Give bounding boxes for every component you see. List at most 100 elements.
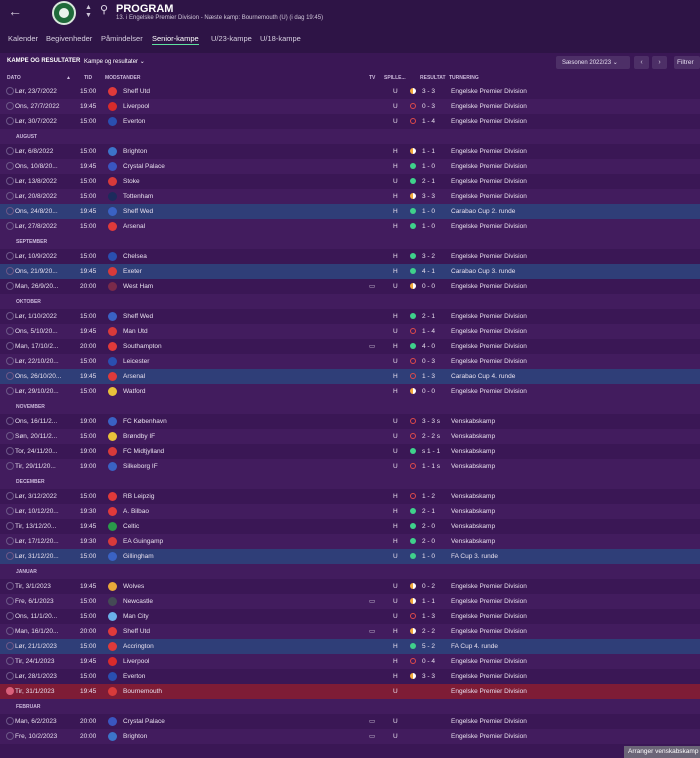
select-circle-icon[interactable] — [6, 252, 14, 260]
select-circle-icon[interactable] — [6, 552, 14, 560]
competition-link[interactable]: FA Cup 4. runde — [451, 643, 498, 650]
opponent-link[interactable]: EA Guingamp — [123, 538, 164, 545]
fixture-date[interactable]: Ons, 16/11/2... — [15, 418, 58, 425]
opponent-link[interactable]: Sheff Wed — [123, 313, 154, 320]
competition-link[interactable]: Engelske Premier Division — [451, 613, 527, 620]
opponent-link[interactable]: Everton — [123, 673, 146, 680]
fixture-date[interactable]: Lør, 17/12/20... — [15, 538, 59, 545]
fixture-date[interactable]: Lør, 29/10/20... — [15, 388, 59, 395]
fixture-row[interactable]: Ons, 10/8/20... 19:45 Crystal Palace H 1 - 0… — [0, 159, 700, 174]
fixture-date[interactable]: Tir, 31/1/2023 — [15, 688, 55, 695]
select-circle-icon[interactable] — [6, 612, 14, 620]
fixture-row[interactable]: Lør, 13/8/2022 15:00 Stoke U 2 - 1 Engelske P… — [0, 174, 700, 189]
fixture-row[interactable]: Lør, 23/7/2022 15:00 Sheff Utd U 3 - 3 Engels… — [0, 84, 700, 99]
opponent-link[interactable]: A. Bilbao — [123, 508, 150, 515]
fixture-date[interactable]: Man, 26/9/20... — [15, 283, 59, 290]
fixture-row[interactable]: Lør, 21/1/2023 15:00 Accrington H 5 - 2 FA Cu… — [0, 639, 700, 654]
select-circle-icon[interactable] — [6, 672, 14, 680]
competition-link[interactable]: Engelske Premier Division — [451, 193, 527, 200]
score-link[interactable]: 2 - 2 — [422, 628, 436, 635]
select-circle-icon[interactable] — [6, 582, 14, 590]
opponent-link[interactable]: Sheff Wed — [123, 208, 154, 215]
select-circle-icon[interactable] — [6, 177, 14, 185]
competition-link[interactable]: Engelske Premier Division — [451, 313, 527, 320]
score-link[interactable]: 1 - 4 — [422, 118, 436, 125]
competition-link[interactable]: Venskabskamp — [451, 433, 496, 440]
fixture-row[interactable]: Lør, 10/9/2022 15:00 Chelsea H 3 - 2 Engelske… — [0, 249, 700, 264]
score-link[interactable]: 0 - 0 — [422, 388, 436, 395]
opponent-link[interactable]: Gillingham — [123, 553, 154, 560]
opponent-link[interactable]: Tottenham — [123, 193, 154, 200]
select-circle-icon[interactable] — [6, 447, 14, 455]
fixture-row[interactable]: Ons, 24/8/20... 19:45 Sheff Wed H 1 - 0 Carab… — [0, 204, 700, 219]
score-link[interactable]: 1 - 2 — [422, 493, 436, 500]
fixture-date[interactable]: Fre, 10/2/2023 — [15, 733, 58, 740]
opponent-link[interactable]: Liverpool — [123, 103, 150, 110]
score-link[interactable]: 5 - 2 — [422, 643, 436, 650]
fixture-date[interactable]: Ons, 26/10/20... — [15, 373, 62, 380]
competition-link[interactable]: Carabao Cup 4. runde — [451, 373, 516, 380]
select-circle-icon[interactable] — [6, 627, 14, 635]
competition-link[interactable]: Venskabskamp — [451, 538, 496, 545]
fixture-row[interactable]: Man, 26/9/20... 20:00 West Ham ▭ U 0 - 0 Engel… — [0, 279, 700, 294]
fixture-date[interactable]: Lør, 13/8/2022 — [15, 178, 57, 185]
fixture-date[interactable]: Tir, 29/11/20... — [15, 463, 56, 470]
opponent-link[interactable]: Stoke — [123, 178, 140, 185]
opponent-link[interactable]: Crystal Palace — [123, 718, 165, 725]
opponent-link[interactable]: Man City — [123, 613, 149, 620]
select-circle-icon[interactable] — [6, 597, 14, 605]
opponent-link[interactable]: Man Utd — [123, 328, 148, 335]
select-circle-icon[interactable] — [6, 117, 14, 125]
col-opponent[interactable]: MODSTANDER — [105, 75, 141, 81]
score-link[interactable]: 1 - 1 — [422, 598, 436, 605]
score-link[interactable]: 0 - 3 — [422, 358, 436, 365]
fixture-row[interactable]: Søn, 20/11/2... 15:00 Brøndby IF U 2 - 2 s Ve… — [0, 429, 700, 444]
select-circle-icon[interactable] — [6, 87, 14, 95]
tab-u23-kampe[interactable]: U/23-kampe — [211, 34, 252, 43]
score-link[interactable]: 3 - 3 — [422, 673, 436, 680]
select-circle-icon[interactable] — [6, 162, 14, 170]
next-season-button[interactable]: › — [652, 56, 667, 69]
fixture-row[interactable]: Ons, 16/11/2... 19:00 FC København U 3 - 3 s… — [0, 414, 700, 429]
score-link[interactable]: 4 - 0 — [422, 343, 436, 350]
fixture-row[interactable]: Tir, 29/11/20... 19:00 Silkeborg IF U 1 - 1 … — [0, 459, 700, 474]
view-dropdown[interactable]: Kampe og resultater ⌄ — [84, 59, 145, 65]
fixture-date[interactable]: Lør, 27/8/2022 — [15, 223, 57, 230]
opponent-link[interactable]: RB Leipzig — [123, 493, 155, 500]
competition-link[interactable]: Engelske Premier Division — [451, 358, 527, 365]
competition-link[interactable]: Engelske Premier Division — [451, 583, 527, 590]
select-circle-icon[interactable] — [6, 507, 14, 515]
fixture-row[interactable]: Ons, 27/7/2022 19:45 Liverpool U 0 - 3 Engels… — [0, 99, 700, 114]
opponent-link[interactable]: Brighton — [123, 733, 148, 740]
opponent-link[interactable]: Exeter — [123, 268, 142, 275]
score-link[interactable]: 0 - 2 — [422, 583, 436, 590]
tab-kalender[interactable]: Kalender — [8, 34, 39, 43]
select-circle-icon[interactable] — [6, 642, 14, 650]
opponent-link[interactable]: West Ham — [123, 283, 154, 290]
competition-link[interactable]: Venskabskamp — [451, 448, 496, 455]
fixture-row[interactable]: Man, 16/1/20... 20:00 Sheff Utd ▭ H 2 - 2 Enge… — [0, 624, 700, 639]
select-circle-icon[interactable] — [6, 327, 14, 335]
competition-link[interactable]: Venskabskamp — [451, 418, 496, 425]
search-icon[interactable]: ⚲ — [100, 4, 109, 16]
select-circle-icon[interactable] — [6, 537, 14, 545]
fixture-date[interactable]: Lør, 28/1/2023 — [15, 673, 57, 680]
select-circle-icon[interactable] — [6, 342, 14, 350]
fixture-date[interactable]: Ons, 5/10/20... — [15, 328, 58, 335]
select-circle-icon[interactable] — [6, 102, 14, 110]
col-tv[interactable]: TV — [369, 75, 376, 81]
opponent-link[interactable]: Arsenal — [123, 373, 146, 380]
score-link[interactable]: 2 - 0 — [422, 523, 436, 530]
competition-link[interactable]: Engelske Premier Division — [451, 148, 527, 155]
competition-link[interactable]: Engelske Premier Division — [451, 718, 527, 725]
fixture-date[interactable]: Man, 16/1/20... — [15, 628, 59, 635]
score-link[interactable]: 2 - 1 — [422, 508, 436, 515]
fixture-row[interactable]: Tir, 31/1/2023 19:45 Bournemouth U Engelske … — [0, 684, 700, 699]
score-link[interactable]: 1 - 4 — [422, 328, 436, 335]
opponent-link[interactable]: FC København — [123, 418, 167, 425]
competition-link[interactable]: Engelske Premier Division — [451, 388, 527, 395]
col-time[interactable]: TID — [84, 75, 93, 81]
fixture-date[interactable]: Lør, 22/10/20... — [15, 358, 59, 365]
opponent-link[interactable]: Newcastle — [123, 598, 153, 605]
score-link[interactable]: 1 - 1 — [422, 148, 436, 155]
